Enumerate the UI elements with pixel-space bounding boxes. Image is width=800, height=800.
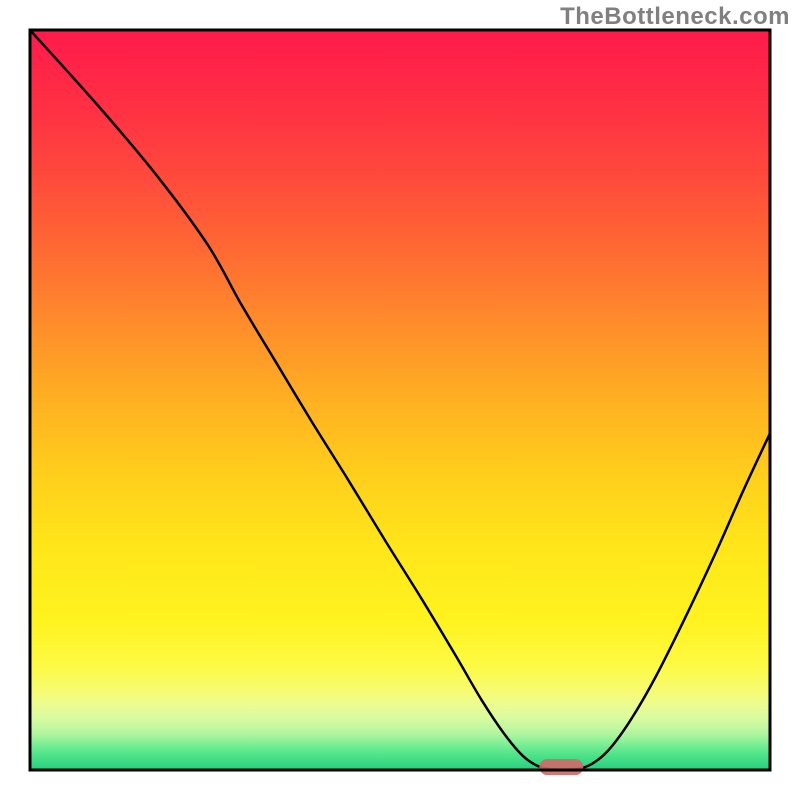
chart-container: TheBottleneck.com <box>0 0 800 800</box>
gradient-background <box>30 30 770 770</box>
watermark-text: TheBottleneck.com <box>560 3 790 31</box>
chart-svg <box>0 0 800 800</box>
optimum-marker <box>539 759 583 775</box>
